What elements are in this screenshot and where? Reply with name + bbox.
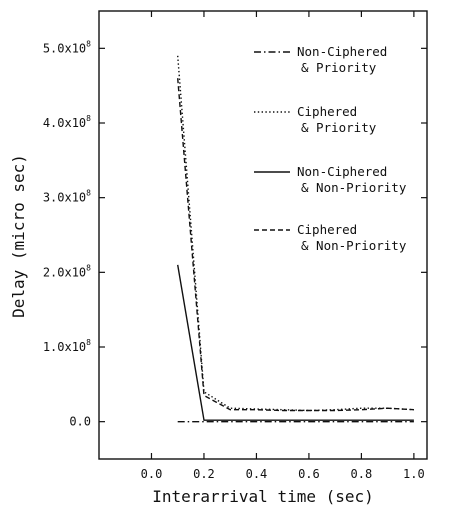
legend-label-line2: & Priority	[301, 120, 377, 135]
y-tick-label: 0.0	[69, 415, 91, 429]
x-tick-label: 0.0	[141, 467, 163, 481]
x-tick-label: 0.8	[351, 467, 373, 481]
y-axis-ticks: 0.0 1.0x108 2.0x108 3.0x108 4.0x108 5.0x108	[43, 39, 427, 429]
x-axis-title: Interarrival time (sec)	[152, 487, 374, 506]
y-tick-label: 1.0x108	[43, 338, 91, 354]
legend-label: Ciphered	[297, 222, 357, 237]
legend-label-line2: & Priority	[301, 60, 377, 75]
y-tick-label: 3.0x108	[43, 189, 91, 205]
series-line	[177, 55, 414, 412]
legend-label-line2: & Non-Priority	[301, 238, 407, 253]
x-tick-label: 0.4	[246, 467, 268, 481]
plot-frame	[98, 10, 428, 460]
x-tick-label: 1.0	[403, 467, 425, 481]
y-tick-label: 4.0x108	[43, 114, 91, 130]
x-tick-label: 0.6	[298, 467, 320, 481]
series-line	[177, 264, 414, 421]
legend-label: Ciphered	[297, 104, 357, 119]
legend-label: Non-Ciphered	[297, 44, 387, 59]
series-line	[177, 78, 414, 412]
y-axis-title: Delay (micro sec)	[9, 154, 28, 318]
legend-label-line2: & Non-Priority	[301, 180, 407, 195]
x-axis-ticks: 0.0 0.2 0.4 0.6 0.8 1.0	[141, 11, 425, 481]
x-tick-label: 0.2	[193, 467, 215, 481]
y-tick-label: 5.0x108	[43, 39, 91, 55]
y-tick-label: 2.0x108	[43, 263, 91, 279]
series-layer	[177, 55, 414, 423]
legend-label: Non-Ciphered	[297, 164, 387, 179]
